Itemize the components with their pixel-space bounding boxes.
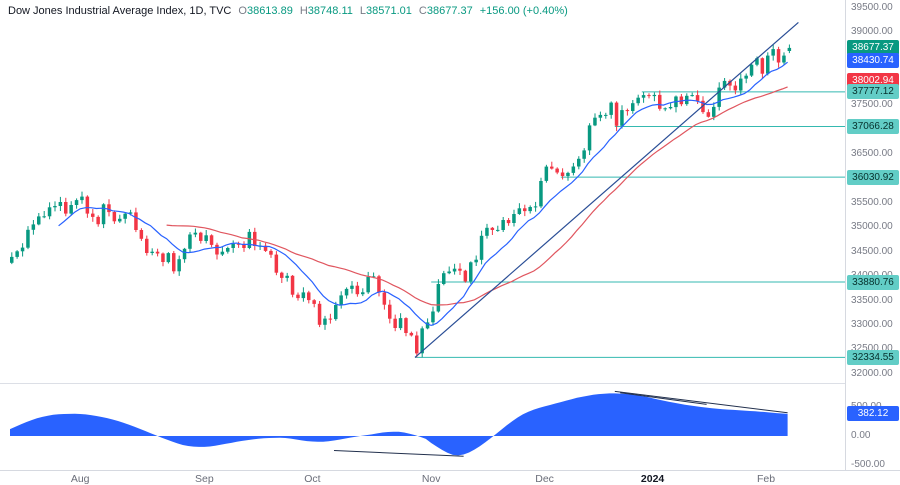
price-label: 37066.28	[847, 119, 899, 134]
open-label: O	[238, 5, 247, 17]
time-axis-label: Oct	[304, 473, 321, 485]
price-label: 37777.12	[847, 84, 899, 100]
indicator-axis-tick: 0.00	[851, 430, 871, 441]
price-axis-tick: 36500.00	[851, 148, 893, 160]
price-axis-tick: 32500.00	[851, 343, 893, 355]
high-label: H	[299, 5, 308, 17]
indicator-area	[10, 393, 788, 456]
price-axis-tick: 39500.00	[851, 1, 893, 13]
price-axis-tick: 33000.00	[851, 318, 893, 330]
time-axis[interactable]: Aug Sep Oct Nov Dec 2024 Feb	[0, 470, 900, 485]
indicator-axis-tick: -500.00	[851, 459, 885, 470]
price-label: 33880.76	[847, 274, 899, 290]
ma-fast-line[interactable]	[58, 61, 788, 327]
indicator-trendline[interactable]	[614, 390, 788, 414]
time-axis-label: 2024	[640, 473, 665, 485]
time-axis-label: Feb	[756, 473, 776, 485]
low-value: 38571.01	[366, 5, 412, 17]
symbol-legend: Dow Jones Industrial Average Index, 1D, …	[8, 5, 568, 17]
price-axis-tick: 39000.00	[851, 26, 893, 38]
price-label: 36030.92	[847, 169, 899, 185]
change-value: +156.00 (+0.40%)	[479, 5, 568, 17]
high-value: 38748.11	[307, 5, 353, 17]
time-axis-label: Nov	[421, 473, 441, 485]
indicator-trendline[interactable]	[333, 450, 464, 457]
symbol-title[interactable]: Dow Jones Industrial Average Index, 1D, …	[8, 5, 232, 17]
price-label: 38677.37	[847, 40, 899, 56]
time-axis-label: Aug	[70, 473, 90, 485]
indicator-value-label: 382.12	[847, 406, 899, 422]
price-axis-tick: 35000.00	[851, 221, 893, 233]
time-axis-label: Sep	[195, 473, 214, 485]
price-axis[interactable]: 39500.0039000.0038500.0038000.0037500.00…	[845, 0, 900, 485]
low-label: L	[359, 5, 366, 17]
close-value: 38677.37	[426, 5, 473, 17]
plot-area[interactable]	[0, 0, 845, 470]
candlestick-series	[10, 44, 792, 358]
ma-slow-line[interactable]	[166, 86, 788, 306]
price-axis-tick: 32000.00	[851, 367, 893, 379]
pane-separator[interactable]	[0, 383, 845, 384]
price-axis-tick: 35500.00	[851, 197, 893, 208]
price-axis-tick: 37500.00	[851, 99, 893, 111]
time-axis-label: Dec	[535, 473, 554, 485]
price-axis-tick: 33500.00	[851, 294, 893, 306]
price-axis-tick: 34500.00	[851, 245, 893, 257]
price-label: 32334.55	[847, 349, 899, 365]
open-value: 38613.89	[246, 5, 293, 17]
close-label: C	[418, 5, 427, 17]
price-label: 38430.74	[847, 52, 899, 68]
indicator-trendline[interactable]	[620, 392, 707, 405]
trendline[interactable]	[414, 21, 799, 358]
